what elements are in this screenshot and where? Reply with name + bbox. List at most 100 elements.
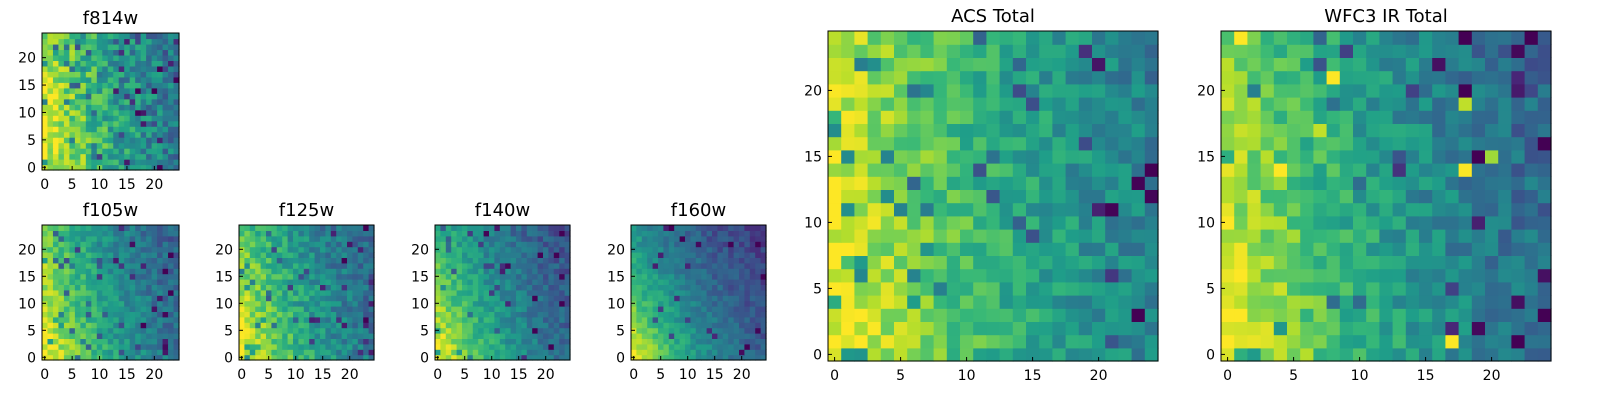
heatmap-cell <box>303 333 310 339</box>
heatmap-cell <box>1458 123 1473 138</box>
heatmap-cell <box>674 230 681 237</box>
heatmap-cell <box>85 131 92 138</box>
heatmap-cell <box>744 343 751 350</box>
heatmap-cell <box>532 268 539 275</box>
heatmap-cell <box>1392 123 1407 138</box>
heatmap-cell <box>168 279 175 285</box>
heatmap-cell <box>1039 83 1053 98</box>
heatmap-cell <box>1287 44 1301 58</box>
heatmap-cell <box>102 257 109 264</box>
heatmap-cell <box>74 230 81 237</box>
heatmap-cell <box>1039 123 1053 138</box>
heatmap-cell <box>445 273 452 280</box>
heatmap-cell <box>336 268 343 275</box>
heatmap-cell <box>1326 255 1341 270</box>
heatmap-cell <box>157 131 164 138</box>
heatmap-cell <box>1052 123 1067 138</box>
heatmap-cell <box>140 284 147 291</box>
heatmap-cell <box>124 300 131 307</box>
heatmap-cell <box>920 189 935 204</box>
heatmap-cell <box>118 262 125 269</box>
heatmap-cell <box>894 308 908 322</box>
heatmap-cell <box>1432 189 1446 204</box>
heatmap-cell <box>347 284 353 291</box>
heatmap-cell <box>652 295 659 302</box>
heatmap-cell <box>841 70 855 85</box>
heatmap-cell <box>744 289 751 296</box>
heatmap-cell <box>1144 308 1159 322</box>
heatmap-cell <box>462 289 468 296</box>
heatmap-cell <box>336 333 343 339</box>
heatmap-cell <box>722 289 729 296</box>
heatmap-cell <box>157 60 164 67</box>
heatmap-cell <box>548 349 555 356</box>
heatmap-cell <box>113 120 120 127</box>
heatmap-cell <box>907 97 921 111</box>
heatmap-cell <box>739 252 745 258</box>
heatmap-cell <box>636 354 643 361</box>
heatmap-cell <box>69 98 76 105</box>
heatmap-cell <box>739 284 745 291</box>
heatmap-cell <box>636 246 643 253</box>
heatmap-cell <box>309 322 316 329</box>
heatmap-cell <box>303 338 310 345</box>
heatmap-cell <box>478 354 485 361</box>
heatmap-cell <box>1026 229 1040 243</box>
heatmap-cell <box>960 57 974 72</box>
heatmap-cell <box>483 284 490 291</box>
heatmap-cell <box>1471 321 1486 336</box>
heatmap-cell <box>1221 334 1235 349</box>
heatmap-cell <box>118 153 125 160</box>
heatmap-cell <box>739 273 745 280</box>
heatmap-cell <box>1511 70 1526 85</box>
heatmap-cell <box>1078 149 1093 164</box>
heatmap-cell <box>271 257 278 264</box>
heatmap-cell <box>749 230 756 237</box>
heatmap-cell <box>1432 149 1446 164</box>
heatmap-cell <box>647 225 654 231</box>
heatmap-cell <box>690 230 697 237</box>
heatmap-cell <box>336 246 343 253</box>
heatmap-cell <box>298 284 305 291</box>
heatmap-cell <box>999 189 1014 204</box>
heatmap-cell <box>330 349 337 356</box>
heatmap-cell <box>124 268 131 275</box>
heatmap-cell <box>467 343 474 350</box>
heatmap-cell <box>559 354 566 361</box>
heatmap-cell <box>135 349 142 356</box>
heatmap-cell <box>74 235 81 242</box>
heatmap-cell <box>63 109 70 116</box>
heatmap-cell <box>1273 97 1288 111</box>
heatmap-cell <box>63 241 70 248</box>
heatmap-cell <box>146 257 153 264</box>
heatmap-cell <box>467 300 474 307</box>
heatmap-cell <box>74 311 81 318</box>
heatmap-cell <box>516 333 522 339</box>
heatmap-cell <box>347 338 353 345</box>
heatmap-cell <box>124 109 131 116</box>
heatmap-cell <box>690 327 697 334</box>
heatmap-cell <box>107 241 114 248</box>
heatmap-cell <box>135 343 142 350</box>
heatmap-cell <box>314 230 321 237</box>
heatmap-cell <box>42 311 49 318</box>
heatmap-cell <box>1366 136 1380 151</box>
heatmap-cell <box>631 322 637 329</box>
heatmap-cell <box>483 354 490 361</box>
heatmap-cell <box>1260 83 1275 98</box>
heatmap-cell <box>140 225 147 231</box>
heatmap-cell <box>510 241 517 248</box>
heatmap-cell <box>712 322 718 329</box>
heatmap-cell <box>451 316 458 323</box>
heatmap-cell <box>107 268 114 275</box>
heatmap-cell <box>135 98 142 105</box>
heatmap-cell <box>494 306 501 312</box>
heatmap-cell <box>168 343 175 350</box>
heatmap-cell <box>489 300 495 307</box>
heatmap-cell <box>244 322 251 329</box>
heatmap-cell <box>249 225 256 231</box>
heatmap-cell <box>352 338 359 345</box>
heatmap-cell <box>85 268 92 275</box>
heatmap-cell <box>151 343 158 350</box>
heatmap-cell <box>330 230 337 237</box>
